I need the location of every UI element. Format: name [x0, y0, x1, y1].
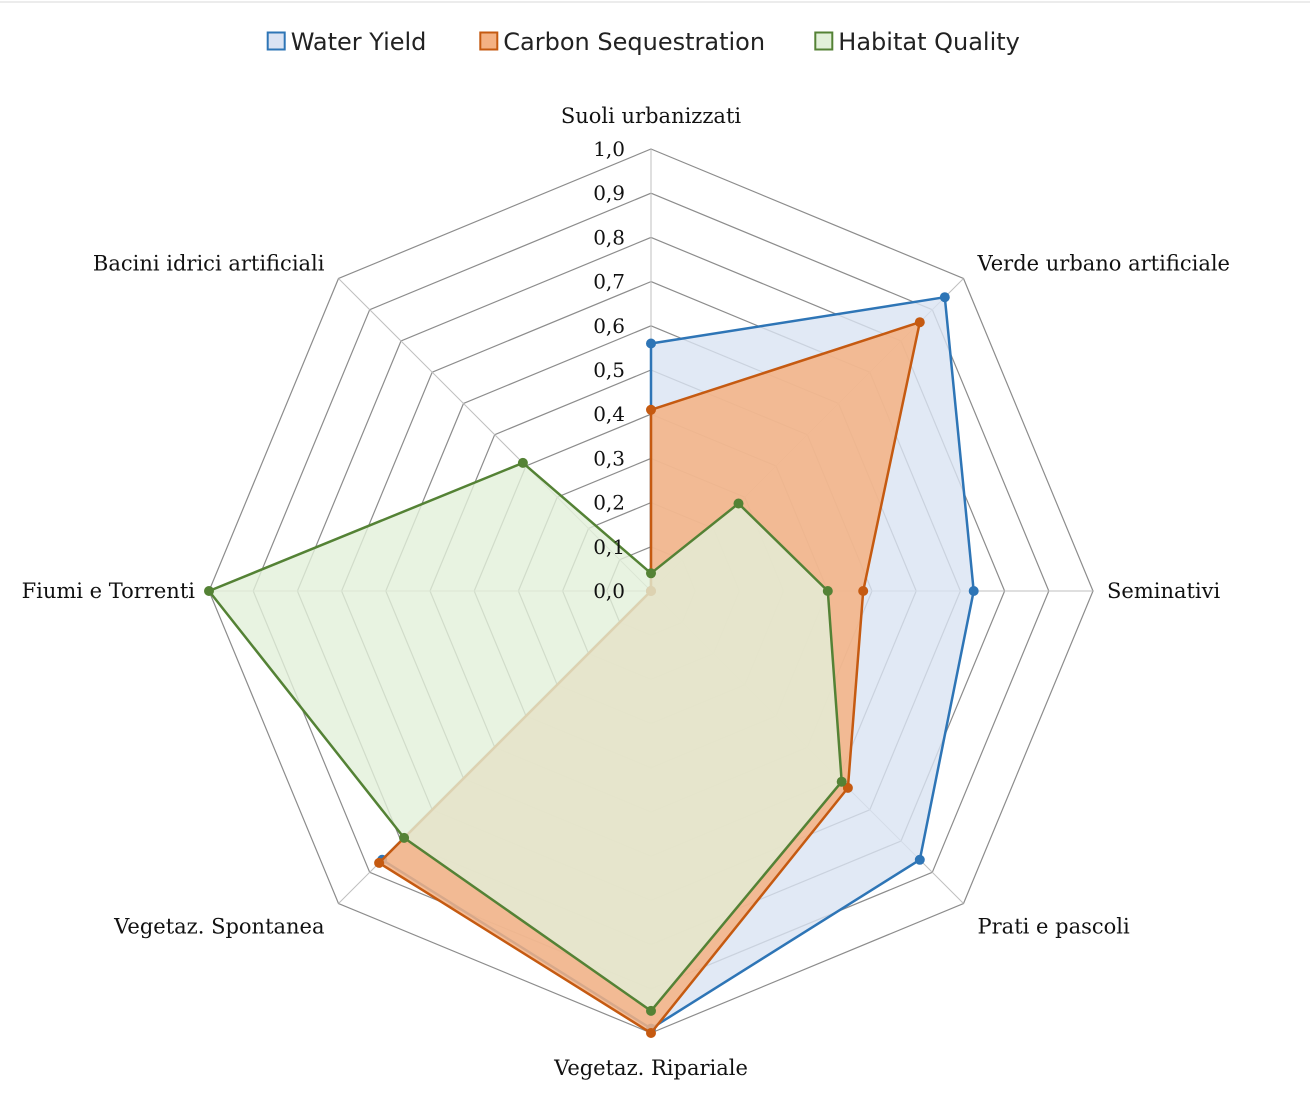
data-point [968, 586, 979, 596]
data-point [646, 1028, 656, 1038]
data-point [374, 857, 385, 868]
category-label: Suoli urbanizzati [561, 104, 742, 128]
tick-label: 1,0 [593, 137, 625, 161]
tick-label: 0,2 [593, 491, 625, 515]
tick-label: 0,3 [593, 446, 625, 470]
axis-labels: Suoli urbanizzati Verde urbano artificial… [22, 104, 1230, 1080]
legend-label: Water Yield [291, 28, 427, 56]
legend-swatch [266, 31, 286, 51]
data-point [517, 457, 528, 468]
data-point [842, 782, 853, 793]
legend-label: Carbon Sequestration [503, 28, 765, 56]
category-label: Vegetaz. Spontanea [113, 915, 324, 939]
series-2 [204, 457, 847, 1016]
data-point [914, 317, 925, 328]
data-point [733, 498, 744, 509]
data-point [858, 586, 869, 596]
data-point [914, 854, 925, 865]
data-point [646, 404, 656, 415]
tick-label: 0,4 [593, 402, 625, 426]
category-label: Prati e pascoli [978, 915, 1130, 939]
tick-label: 0,6 [593, 314, 625, 338]
legend-item: Carbon Sequestration [479, 28, 765, 56]
data-point [939, 292, 950, 303]
tick-label: 0,7 [593, 270, 625, 294]
data-point [399, 832, 410, 843]
data-point [646, 1005, 656, 1016]
tick-label: 0,9 [593, 181, 625, 205]
tick-label: 0,8 [593, 225, 625, 249]
category-label: Bacini idrici artificiali [93, 252, 325, 276]
tick-label: 0,1 [593, 535, 625, 559]
data-point [822, 586, 833, 596]
data-point [646, 568, 656, 579]
series [204, 292, 979, 1038]
legend: Water Yield Carbon Sequestration Habitat Q… [266, 28, 1020, 56]
category-label: Verde urbano artificiale [977, 252, 1230, 276]
tick-labels: 0,0 0,1 0,2 0,3 0,4 0,5 0,6 0,7 0,8 0,9 1,0 [593, 137, 625, 603]
data-point [646, 338, 656, 349]
category-label: Vegetaz. Ripariale [553, 1056, 748, 1080]
data-point [204, 586, 214, 596]
legend-swatch [479, 31, 499, 51]
legend-swatch [814, 31, 834, 51]
legend-item: Water Yield [266, 28, 427, 56]
legend-item: Habitat Quality [814, 28, 1020, 56]
tick-label: 0,5 [593, 358, 625, 382]
data-point [836, 776, 847, 787]
category-label: Fiumi e Torrenti [22, 579, 196, 603]
tick-label: 0,0 [593, 579, 625, 603]
legend-label: Habitat Quality [838, 28, 1020, 56]
category-label: Seminativi [1107, 579, 1221, 603]
